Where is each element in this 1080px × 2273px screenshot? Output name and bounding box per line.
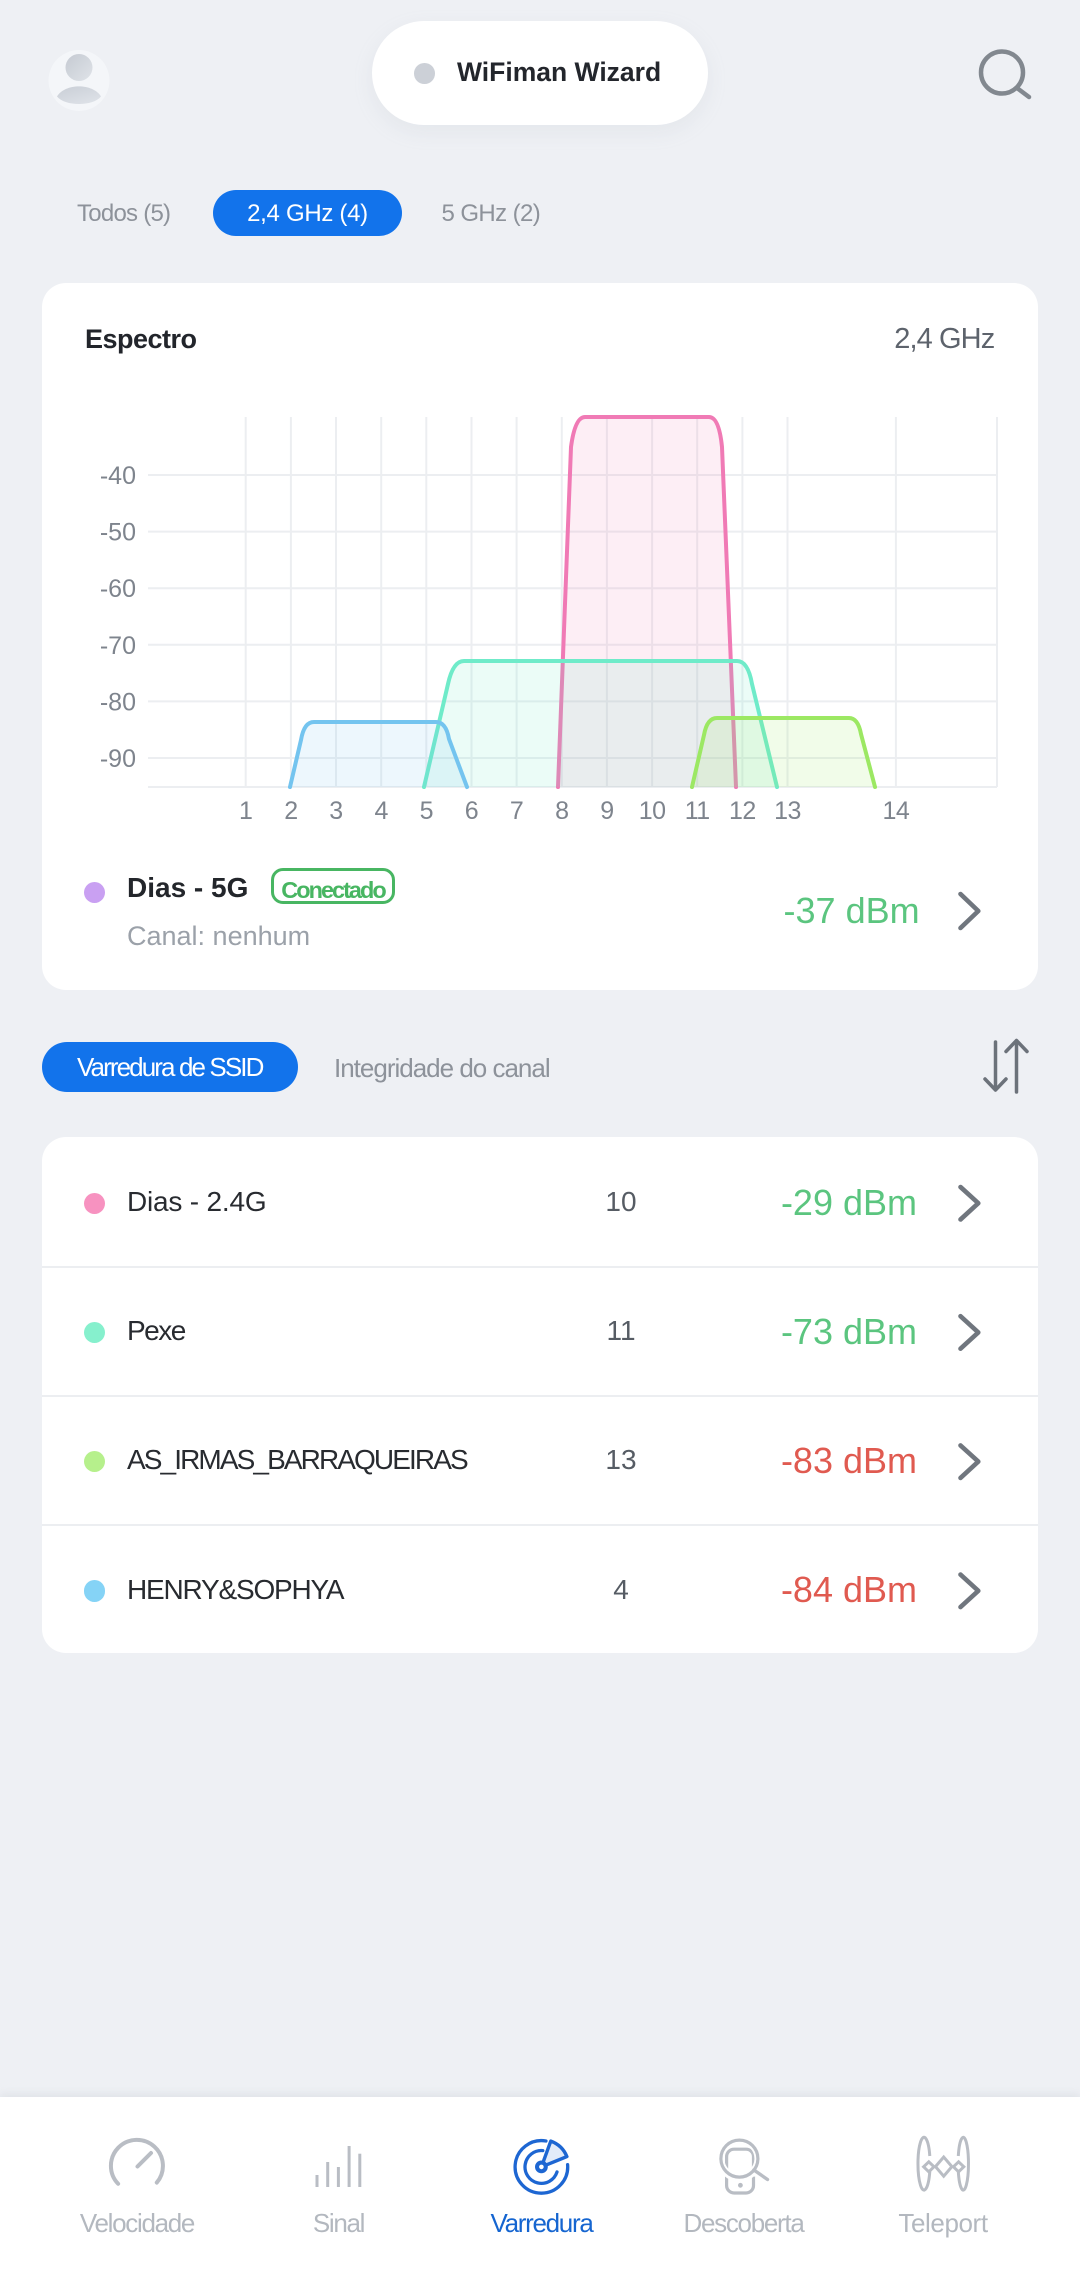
svg-text:-50: -50	[100, 519, 136, 547]
svg-text:10: 10	[639, 797, 666, 825]
svg-text:5: 5	[420, 797, 433, 825]
svg-text:4: 4	[374, 797, 388, 825]
svg-text:13: 13	[774, 797, 801, 825]
svg-text:-40: -40	[100, 462, 136, 490]
svg-text:-60: -60	[100, 575, 136, 603]
svg-text:-70: -70	[100, 632, 136, 660]
svg-text:7: 7	[510, 797, 523, 825]
svg-text:-90: -90	[100, 745, 136, 773]
svg-text:8: 8	[555, 797, 568, 825]
svg-text:6: 6	[465, 797, 478, 825]
svg-text:-80: -80	[100, 688, 136, 716]
svg-text:2: 2	[284, 797, 297, 825]
svg-text:12: 12	[729, 797, 756, 825]
svg-text:11: 11	[685, 797, 710, 825]
svg-text:9: 9	[600, 797, 613, 825]
svg-text:1: 1	[239, 797, 252, 825]
svg-text:3: 3	[329, 797, 342, 825]
svg-text:14: 14	[882, 797, 909, 825]
